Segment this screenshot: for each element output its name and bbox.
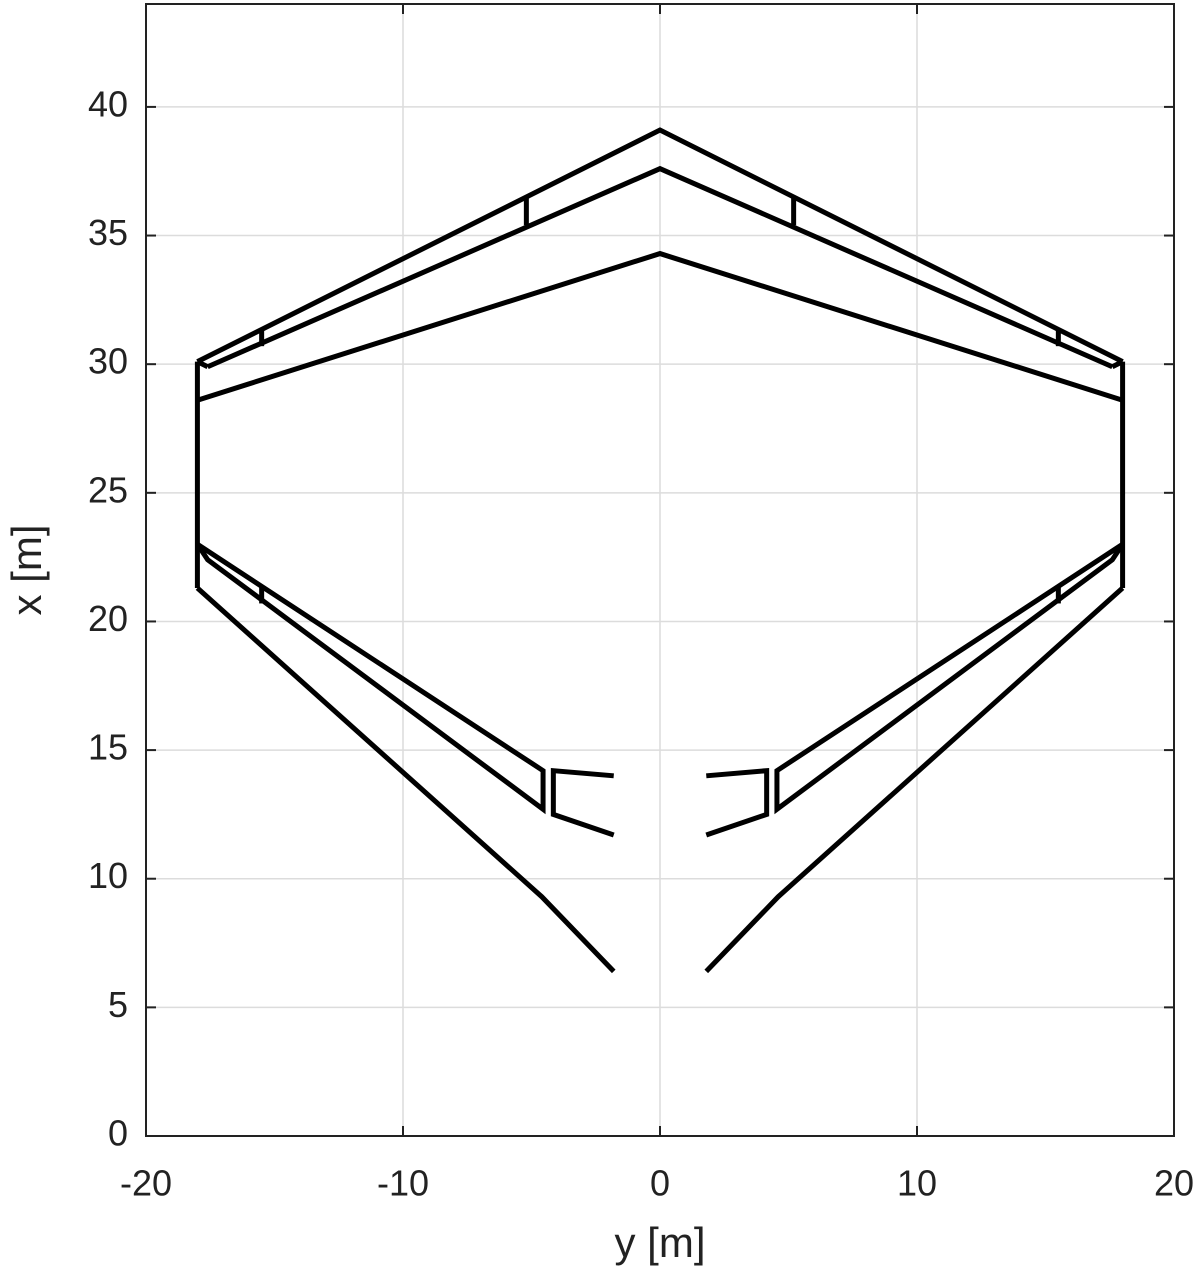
x-tick-label: -10 xyxy=(377,1163,429,1204)
line-series xyxy=(196,359,209,369)
line-series xyxy=(196,127,1124,364)
line-series xyxy=(705,767,770,838)
x-tick-label: 10 xyxy=(897,1163,937,1204)
line-series xyxy=(550,767,615,838)
line-series xyxy=(1111,359,1124,369)
line-series xyxy=(206,165,1114,370)
line-series xyxy=(774,542,1125,815)
x-axis-label: y [m] xyxy=(615,1219,706,1266)
y-tick-label: 0 xyxy=(108,1113,128,1154)
y-tick-label: 10 xyxy=(88,855,128,896)
y-tick-label: 35 xyxy=(88,212,128,253)
line-series xyxy=(195,586,616,974)
y-tick-label: 15 xyxy=(88,727,128,768)
x-tick-label: 0 xyxy=(650,1163,670,1204)
y-tick-label: 40 xyxy=(88,83,128,124)
y-tick-label: 5 xyxy=(108,984,128,1025)
line-series xyxy=(195,542,546,815)
line-series xyxy=(704,586,1125,974)
line-series xyxy=(196,250,1124,403)
plot-frame xyxy=(145,3,1175,1137)
x-tick-label: -20 xyxy=(120,1163,172,1204)
y-tick-label: 30 xyxy=(88,341,128,382)
y-tick-label: 20 xyxy=(88,598,128,639)
y-tick-label: 25 xyxy=(88,469,128,510)
x-tick-label: 20 xyxy=(1154,1163,1194,1204)
y-axis-label: x [m] xyxy=(3,525,50,616)
